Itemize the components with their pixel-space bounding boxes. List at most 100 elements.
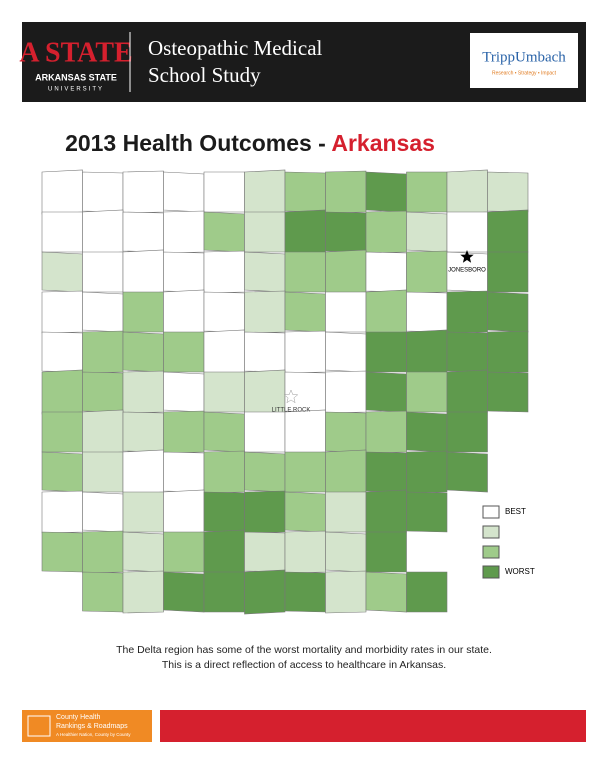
county — [406, 571, 448, 613]
title: 2013 Health Outcomes - Arkansas — [65, 130, 435, 156]
county — [365, 371, 407, 413]
county — [284, 571, 326, 613]
county — [487, 171, 529, 213]
footer-brand — [22, 710, 152, 742]
county — [82, 251, 124, 293]
legend-swatch — [482, 525, 500, 539]
partner-name: TrippUmbach — [482, 49, 566, 65]
city-star — [460, 250, 474, 263]
county — [325, 370, 367, 414]
footer-brand-text: County Health — [56, 714, 100, 721]
county — [325, 170, 367, 214]
header-title: School Study — [148, 63, 261, 87]
county — [41, 211, 83, 253]
county — [82, 371, 124, 413]
county — [487, 371, 529, 413]
county — [325, 249, 367, 295]
county — [446, 369, 488, 415]
city-star — [283, 389, 299, 404]
county — [122, 411, 164, 453]
county — [82, 571, 124, 613]
county — [41, 290, 83, 334]
county — [365, 571, 407, 613]
county — [446, 411, 488, 453]
legend-label: WORST — [505, 567, 535, 576]
county — [284, 209, 326, 255]
county — [203, 291, 245, 333]
county — [82, 291, 124, 333]
county — [122, 331, 164, 373]
county — [325, 211, 367, 253]
county — [406, 291, 448, 333]
county — [203, 171, 245, 213]
county — [163, 410, 205, 454]
county — [284, 451, 326, 493]
county — [284, 330, 326, 374]
county — [203, 371, 245, 413]
county — [446, 331, 488, 373]
county — [82, 209, 124, 255]
county — [41, 169, 83, 215]
county — [325, 449, 367, 495]
county — [203, 529, 245, 575]
county — [163, 251, 205, 293]
county — [122, 570, 164, 614]
county — [41, 451, 83, 493]
county — [244, 169, 286, 215]
county — [487, 209, 529, 255]
county — [163, 571, 205, 613]
county — [122, 291, 164, 333]
county — [244, 331, 286, 373]
county — [365, 289, 407, 335]
county — [122, 170, 164, 214]
county — [244, 411, 286, 453]
title-state: Arkansas — [331, 130, 435, 156]
county — [406, 250, 448, 294]
footer-tagline: A Healthier Nation, County by County — [56, 732, 131, 737]
county — [284, 409, 326, 455]
footer-brand-text: Rankings & Roadmaps — [56, 723, 128, 730]
county — [325, 411, 367, 453]
footer-icon — [27, 715, 51, 737]
county — [244, 211, 286, 253]
county — [122, 211, 164, 253]
legend-swatch — [482, 545, 500, 559]
caption: This is a direct reflection of access to… — [162, 659, 446, 671]
county — [446, 211, 488, 253]
county — [365, 210, 407, 254]
legend-swatch — [482, 505, 500, 519]
county — [487, 291, 529, 333]
county — [203, 329, 245, 375]
county — [325, 291, 367, 333]
county — [163, 171, 205, 213]
legend: BEST WORST — [482, 505, 535, 579]
county — [365, 451, 407, 493]
county — [82, 491, 124, 533]
county — [365, 171, 407, 213]
county — [163, 531, 205, 573]
legend-label: BEST — [505, 507, 526, 516]
county — [406, 329, 448, 375]
county — [163, 210, 205, 254]
logo-name: ARKANSAS STATE — [35, 72, 117, 82]
county — [163, 331, 205, 373]
county — [203, 491, 245, 533]
county — [446, 290, 488, 334]
logo-mark: A STATE — [19, 37, 132, 68]
city-label: LITTLE ROCK — [272, 408, 311, 414]
city-label: JONESBORO — [448, 268, 486, 274]
county — [284, 171, 326, 213]
county — [41, 251, 83, 293]
county — [284, 291, 326, 333]
county — [82, 171, 124, 213]
county — [487, 251, 529, 293]
county — [203, 250, 245, 294]
county — [203, 411, 245, 453]
header-title: Osteopathic Medical — [148, 36, 323, 60]
county — [163, 371, 205, 413]
county — [122, 370, 164, 414]
county — [122, 491, 164, 533]
county — [406, 211, 448, 253]
